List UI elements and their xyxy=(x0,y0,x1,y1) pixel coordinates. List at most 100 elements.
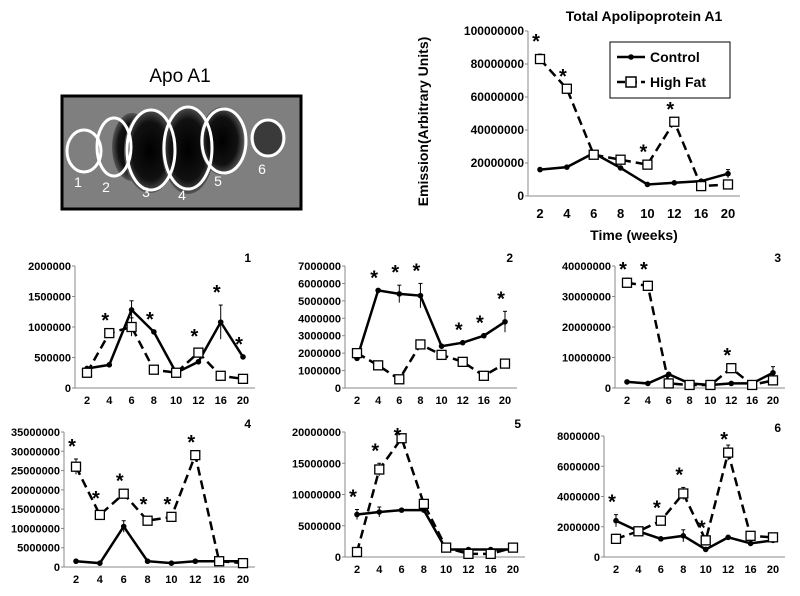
point-high-fat xyxy=(678,488,689,499)
chart-band4: 0 5000000 10000000 15000000 20000000 25000000… xyxy=(11,417,255,586)
x-tick-label: 16 xyxy=(485,564,497,576)
point-control xyxy=(747,540,754,547)
point-control xyxy=(537,166,543,173)
point-high-fat xyxy=(374,464,385,475)
point-high-fat xyxy=(767,532,779,543)
x-tick-label: 10 xyxy=(170,395,182,407)
panel-label: 4 xyxy=(244,417,251,431)
legend-box xyxy=(609,41,731,99)
point-control xyxy=(438,343,445,349)
point-high-fat xyxy=(94,509,106,521)
point-high-fat xyxy=(193,347,204,358)
y-tick-label: 20000000 xyxy=(292,427,341,439)
significance-star: * xyxy=(391,262,399,284)
point-control xyxy=(217,319,224,325)
x-tick-label: 6 xyxy=(590,206,597,221)
gel-band-label: 2 xyxy=(102,179,110,195)
x-tick-label: 12 xyxy=(667,206,681,221)
significance-star: * xyxy=(640,259,648,281)
significance-star: * xyxy=(653,498,661,520)
panel-label: 6 xyxy=(774,421,781,435)
point-high-fat xyxy=(615,154,626,165)
y-tick-label: 30000000 xyxy=(562,292,611,304)
y-tick-label: 8000000 xyxy=(557,431,600,443)
legend-highfat-marker xyxy=(625,76,637,88)
point-control xyxy=(644,181,651,188)
point-high-fat xyxy=(170,367,182,378)
y-tick-label: 6000000 xyxy=(557,461,600,473)
point-control xyxy=(240,354,246,360)
x-tick-label: 8 xyxy=(680,564,686,576)
gel-title: Apo A1 xyxy=(149,66,210,87)
y-tick-label: 1000000 xyxy=(298,366,341,378)
y-tick-label: 0 xyxy=(54,562,60,574)
y-tick-label: 60000000 xyxy=(471,90,525,104)
significance-star: * xyxy=(68,436,76,458)
x-tick-label: 12 xyxy=(189,574,201,586)
point-high-fat xyxy=(700,535,711,546)
significance-star: * xyxy=(164,494,172,516)
y-tick-label: 80000000 xyxy=(471,57,525,71)
x-axis-label: Time (weeks) xyxy=(590,227,678,243)
x-tick-label: 2 xyxy=(354,564,360,576)
point-high-fat xyxy=(695,180,707,192)
point-high-fat xyxy=(722,179,734,190)
point-high-fat xyxy=(148,364,160,375)
y-tick-label: 2000000 xyxy=(28,261,71,273)
x-tick-label: 8 xyxy=(151,395,157,407)
legend: Control High Fat xyxy=(609,41,731,99)
y-tick-label: 6000000 xyxy=(298,278,341,290)
significance-star: * xyxy=(559,66,567,88)
x-tick-label: 4 xyxy=(97,574,104,586)
x-tick-label: 12 xyxy=(457,395,469,407)
significance-star: * xyxy=(191,326,199,348)
y-tick-label: 10000000 xyxy=(11,523,60,535)
y-tick-label: 20000000 xyxy=(562,322,611,334)
x-tick-label: 10 xyxy=(704,395,716,407)
x-tick-label: 6 xyxy=(129,395,135,407)
x-tick-label: 16 xyxy=(744,564,756,576)
significance-star: * xyxy=(116,471,124,493)
chart-band1: 0 500000 1000000 1500000 2000000 2 4 6 8 10 12 16 20… xyxy=(28,251,255,407)
x-tick-label: 10 xyxy=(440,564,452,576)
x-tick-label: 6 xyxy=(396,395,402,407)
x-tick-label: 2 xyxy=(84,395,90,407)
gel-band-outline-6 xyxy=(250,118,286,158)
point-control xyxy=(192,558,199,565)
point-high-fat xyxy=(351,546,363,558)
x-tick-label: 12 xyxy=(725,395,737,407)
y-tick-label: 3000000 xyxy=(298,331,341,343)
x-tick-label: 2 xyxy=(354,395,360,407)
x-tick-label: 4 xyxy=(635,564,642,576)
series-line-high-fat xyxy=(355,435,514,556)
point-high-fat xyxy=(237,373,249,385)
series-line-high-fat xyxy=(626,281,774,387)
point-high-fat xyxy=(118,488,129,499)
point-high-fat xyxy=(190,449,201,461)
x-tick-label: 20 xyxy=(721,206,735,221)
y-tick-label: 5000000 xyxy=(17,543,60,555)
point-high-fat xyxy=(237,557,249,569)
y-tick-label: 15000000 xyxy=(292,458,341,470)
point-control xyxy=(354,511,360,518)
x-tick-label: 6 xyxy=(121,574,127,586)
x-tick-label: 4 xyxy=(106,395,113,407)
chart-band5: 0 5000000 10000000 15000000 20000000 2 4 6 8 10 12… xyxy=(292,417,525,576)
point-high-fat xyxy=(655,515,667,526)
point-high-fat xyxy=(588,149,599,160)
y-tick-label: 0 xyxy=(335,383,341,395)
x-tick-label: 4 xyxy=(375,395,382,407)
significance-star: * xyxy=(140,494,148,516)
y-tick-label: 20000000 xyxy=(11,485,60,497)
point-high-fat xyxy=(633,526,644,537)
point-high-fat xyxy=(610,533,622,544)
panel-label: 1 xyxy=(244,251,251,265)
gel-band-dark xyxy=(162,106,214,194)
gel-band-outline-5 xyxy=(200,107,248,175)
significance-star: * xyxy=(720,429,728,451)
point-high-fat xyxy=(642,159,653,170)
series-line-control xyxy=(355,288,506,359)
y-tick-label: 5000000 xyxy=(298,521,341,533)
y-tick-label: 10000000 xyxy=(292,490,341,502)
